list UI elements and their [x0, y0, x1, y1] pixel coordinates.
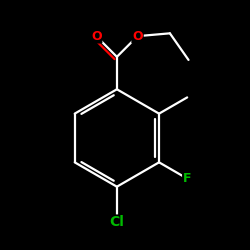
Text: O: O [91, 30, 102, 43]
Text: Cl: Cl [110, 216, 124, 230]
Text: O: O [132, 30, 143, 43]
Text: F: F [183, 172, 192, 185]
